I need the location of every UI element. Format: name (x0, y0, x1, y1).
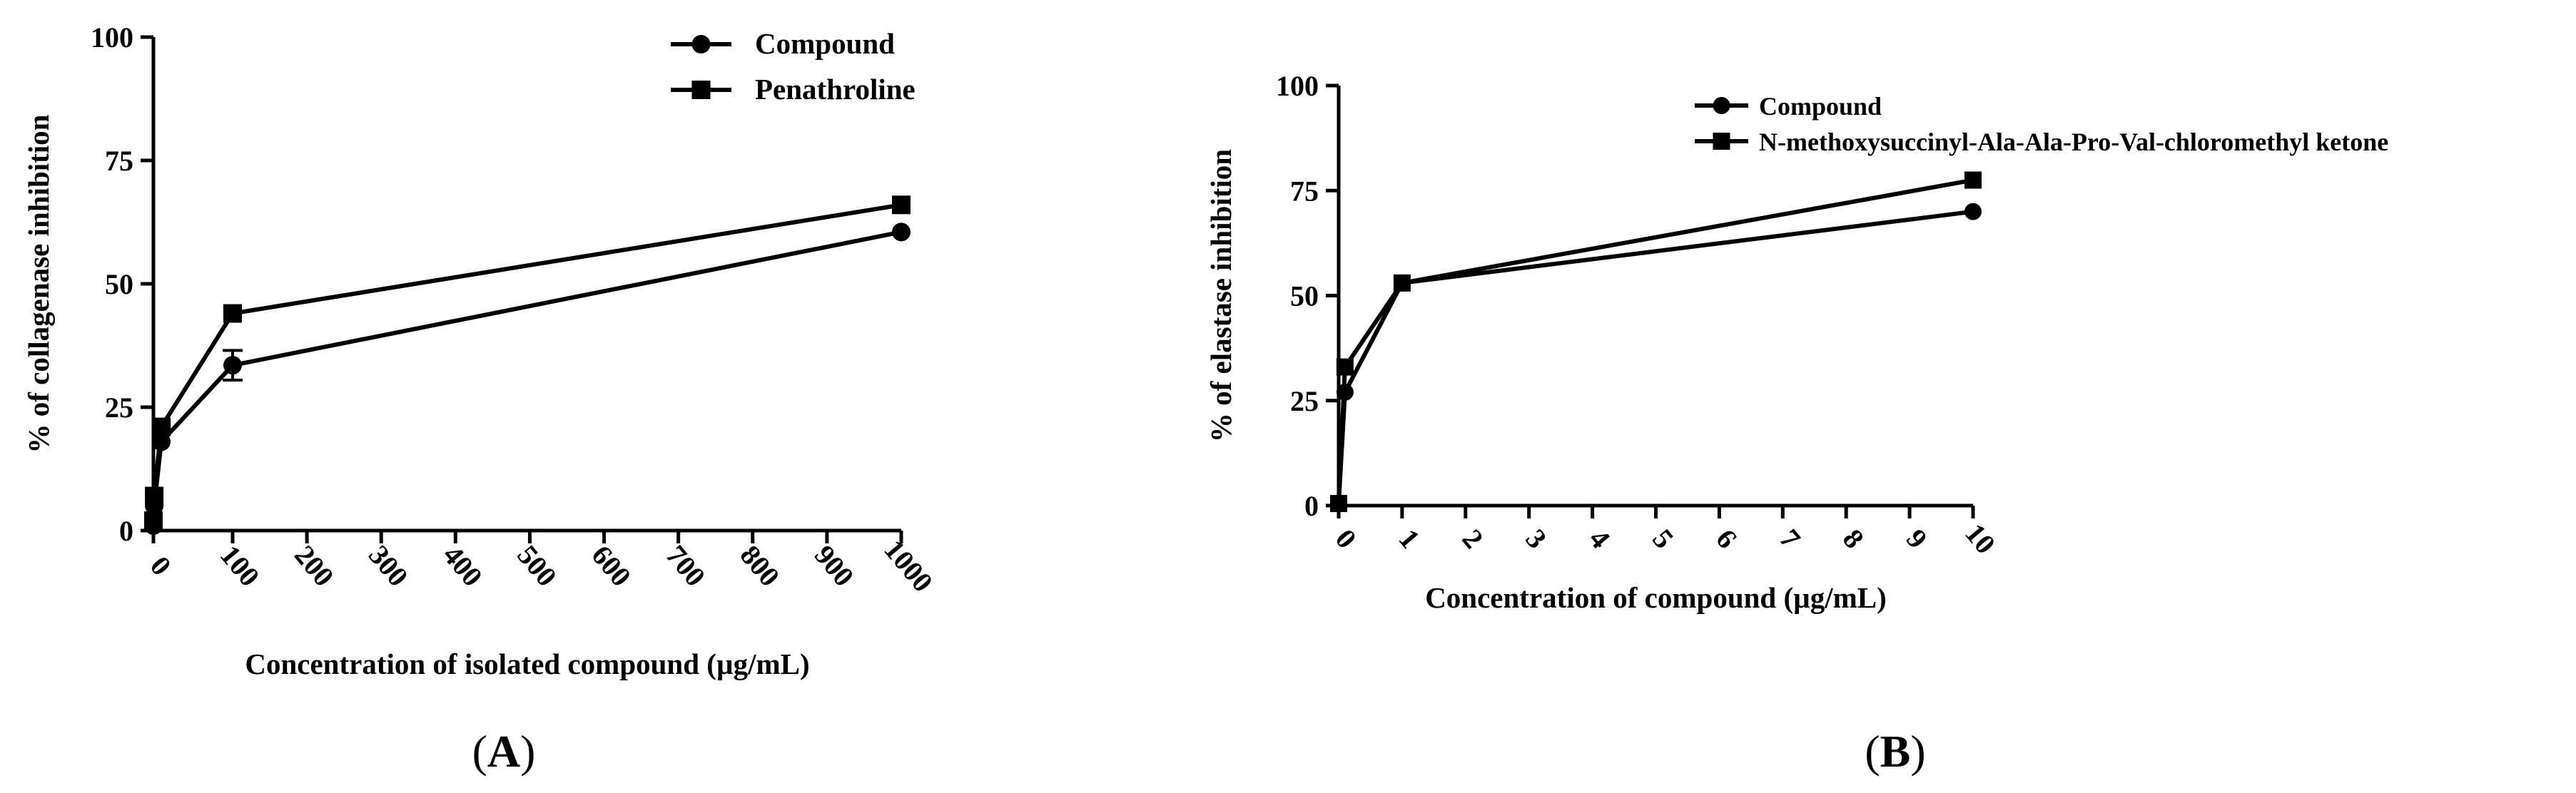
y-tick-label-b: 100 (1276, 70, 1319, 102)
legend-label-penathroline-a: Penathroline (755, 73, 916, 106)
data-point-b-1 (1330, 495, 1347, 513)
y-axis-title-b-text: % of elastase inhibition (1205, 149, 1237, 442)
data-point-a-0 (223, 356, 242, 375)
series-line-b-1 (1337, 178, 1974, 504)
data-point-b-1 (1393, 274, 1411, 292)
panel-label-letter-a: A (487, 726, 520, 777)
panel-label-close-paren-b: ) (1910, 726, 1925, 777)
chart-panel-b: % of elastase inhibition Concentration o… (1205, 70, 2388, 777)
panel-label-b: (B) (1865, 726, 1925, 777)
y-tick-label-a: 100 (91, 21, 133, 53)
x-tick-label-a: 900 (808, 539, 861, 593)
x-tick-label-a: 100 (214, 539, 266, 593)
legend-label-reference-b: N-methoxysuccinyl-Ala-Ala-Pro-Val-chloro… (1759, 128, 2388, 156)
data-point-a-1 (144, 511, 163, 531)
series-line-b-0 (1337, 209, 1974, 504)
y-tick-label-b: 50 (1290, 280, 1319, 312)
x-tick-label-a: 300 (362, 539, 415, 593)
panel-label-close-paren-a: ) (520, 726, 535, 777)
x-tick-label-b: 4 (1583, 523, 1616, 554)
x-tick-label-b: 5 (1646, 523, 1680, 554)
svg-text:(A): (A) (472, 726, 536, 777)
x-tick-label-a: 700 (659, 539, 711, 593)
x-tick-label-a: 600 (585, 539, 637, 593)
svg-text:(B): (B) (1865, 726, 1925, 777)
y-tick-label-b: 25 (1290, 385, 1319, 417)
legend-marker-a-1 (691, 81, 711, 99)
x-tick-label-b: 6 (1710, 523, 1743, 554)
data-point-a-1 (145, 486, 164, 506)
y-tick-label-b: 75 (1290, 175, 1319, 207)
x-tick-label-a: 500 (511, 539, 563, 593)
legend-marker-b-1 (1713, 133, 1730, 150)
y-tick-label-b: 0 (1304, 490, 1319, 522)
data-point-a-0 (892, 222, 911, 242)
x-tick-label-b: 8 (1837, 523, 1870, 554)
y-axis-title-a: % of collagenase inhibition (22, 114, 55, 453)
data-point-a-1 (892, 195, 911, 215)
data-point-b-1 (1336, 358, 1354, 376)
legend-label-compound-a: Compound (755, 27, 895, 60)
y-tick-label-a: 75 (105, 145, 133, 177)
panel-label-open-paren-a: ( (472, 726, 487, 777)
legend-marker-a-0 (691, 35, 711, 53)
x-tick-label-b: 1 (1393, 523, 1426, 554)
x-tick-label-a: 200 (288, 539, 340, 593)
x-tick-label-a: 0 (144, 550, 178, 581)
y-axis-title-a-text: % of collagenase inhibition (22, 114, 55, 453)
data-point-b-1 (1964, 171, 1982, 189)
panel-label-letter-b: B (1880, 726, 1911, 777)
y-tick-label-a: 50 (105, 268, 133, 300)
y-tick-label-a: 25 (105, 392, 133, 424)
x-tick-label-a: 1000 (878, 533, 939, 598)
x-tick-label-b: 10 (1959, 518, 2002, 561)
x-tick-label-b: 2 (1456, 523, 1489, 554)
y-axis-title-b: % of elastase inhibition (1205, 149, 1237, 442)
x-axis-title-a: Concentration of isolated compound (µg/m… (245, 648, 809, 680)
chart-panel-a: % of collagenase inhibition Concentratio… (22, 21, 939, 777)
x-tick-label-b: 0 (1329, 523, 1363, 554)
x-tick-label-b: 3 (1519, 523, 1553, 554)
legend-label-compound-b: Compound (1759, 92, 1882, 121)
data-point-b-0 (1964, 203, 1982, 220)
series-line-a-0 (151, 230, 902, 526)
data-point-a-1 (223, 304, 242, 323)
data-point-a-1 (152, 417, 171, 436)
x-axis-title-b: Concentration of compound (µg/mL) (1425, 581, 1887, 614)
panel-label-open-paren-b: ( (1865, 726, 1880, 777)
x-tick-label-b: 9 (1900, 523, 1934, 554)
panel-label-a: (A) (472, 726, 536, 777)
legend-marker-b-0 (1713, 97, 1730, 114)
x-tick-label-b: 7 (1773, 523, 1807, 554)
x-tick-label-a: 400 (437, 539, 489, 593)
x-tick-label-a: 800 (734, 539, 786, 593)
y-tick-label-a: 0 (119, 515, 133, 547)
